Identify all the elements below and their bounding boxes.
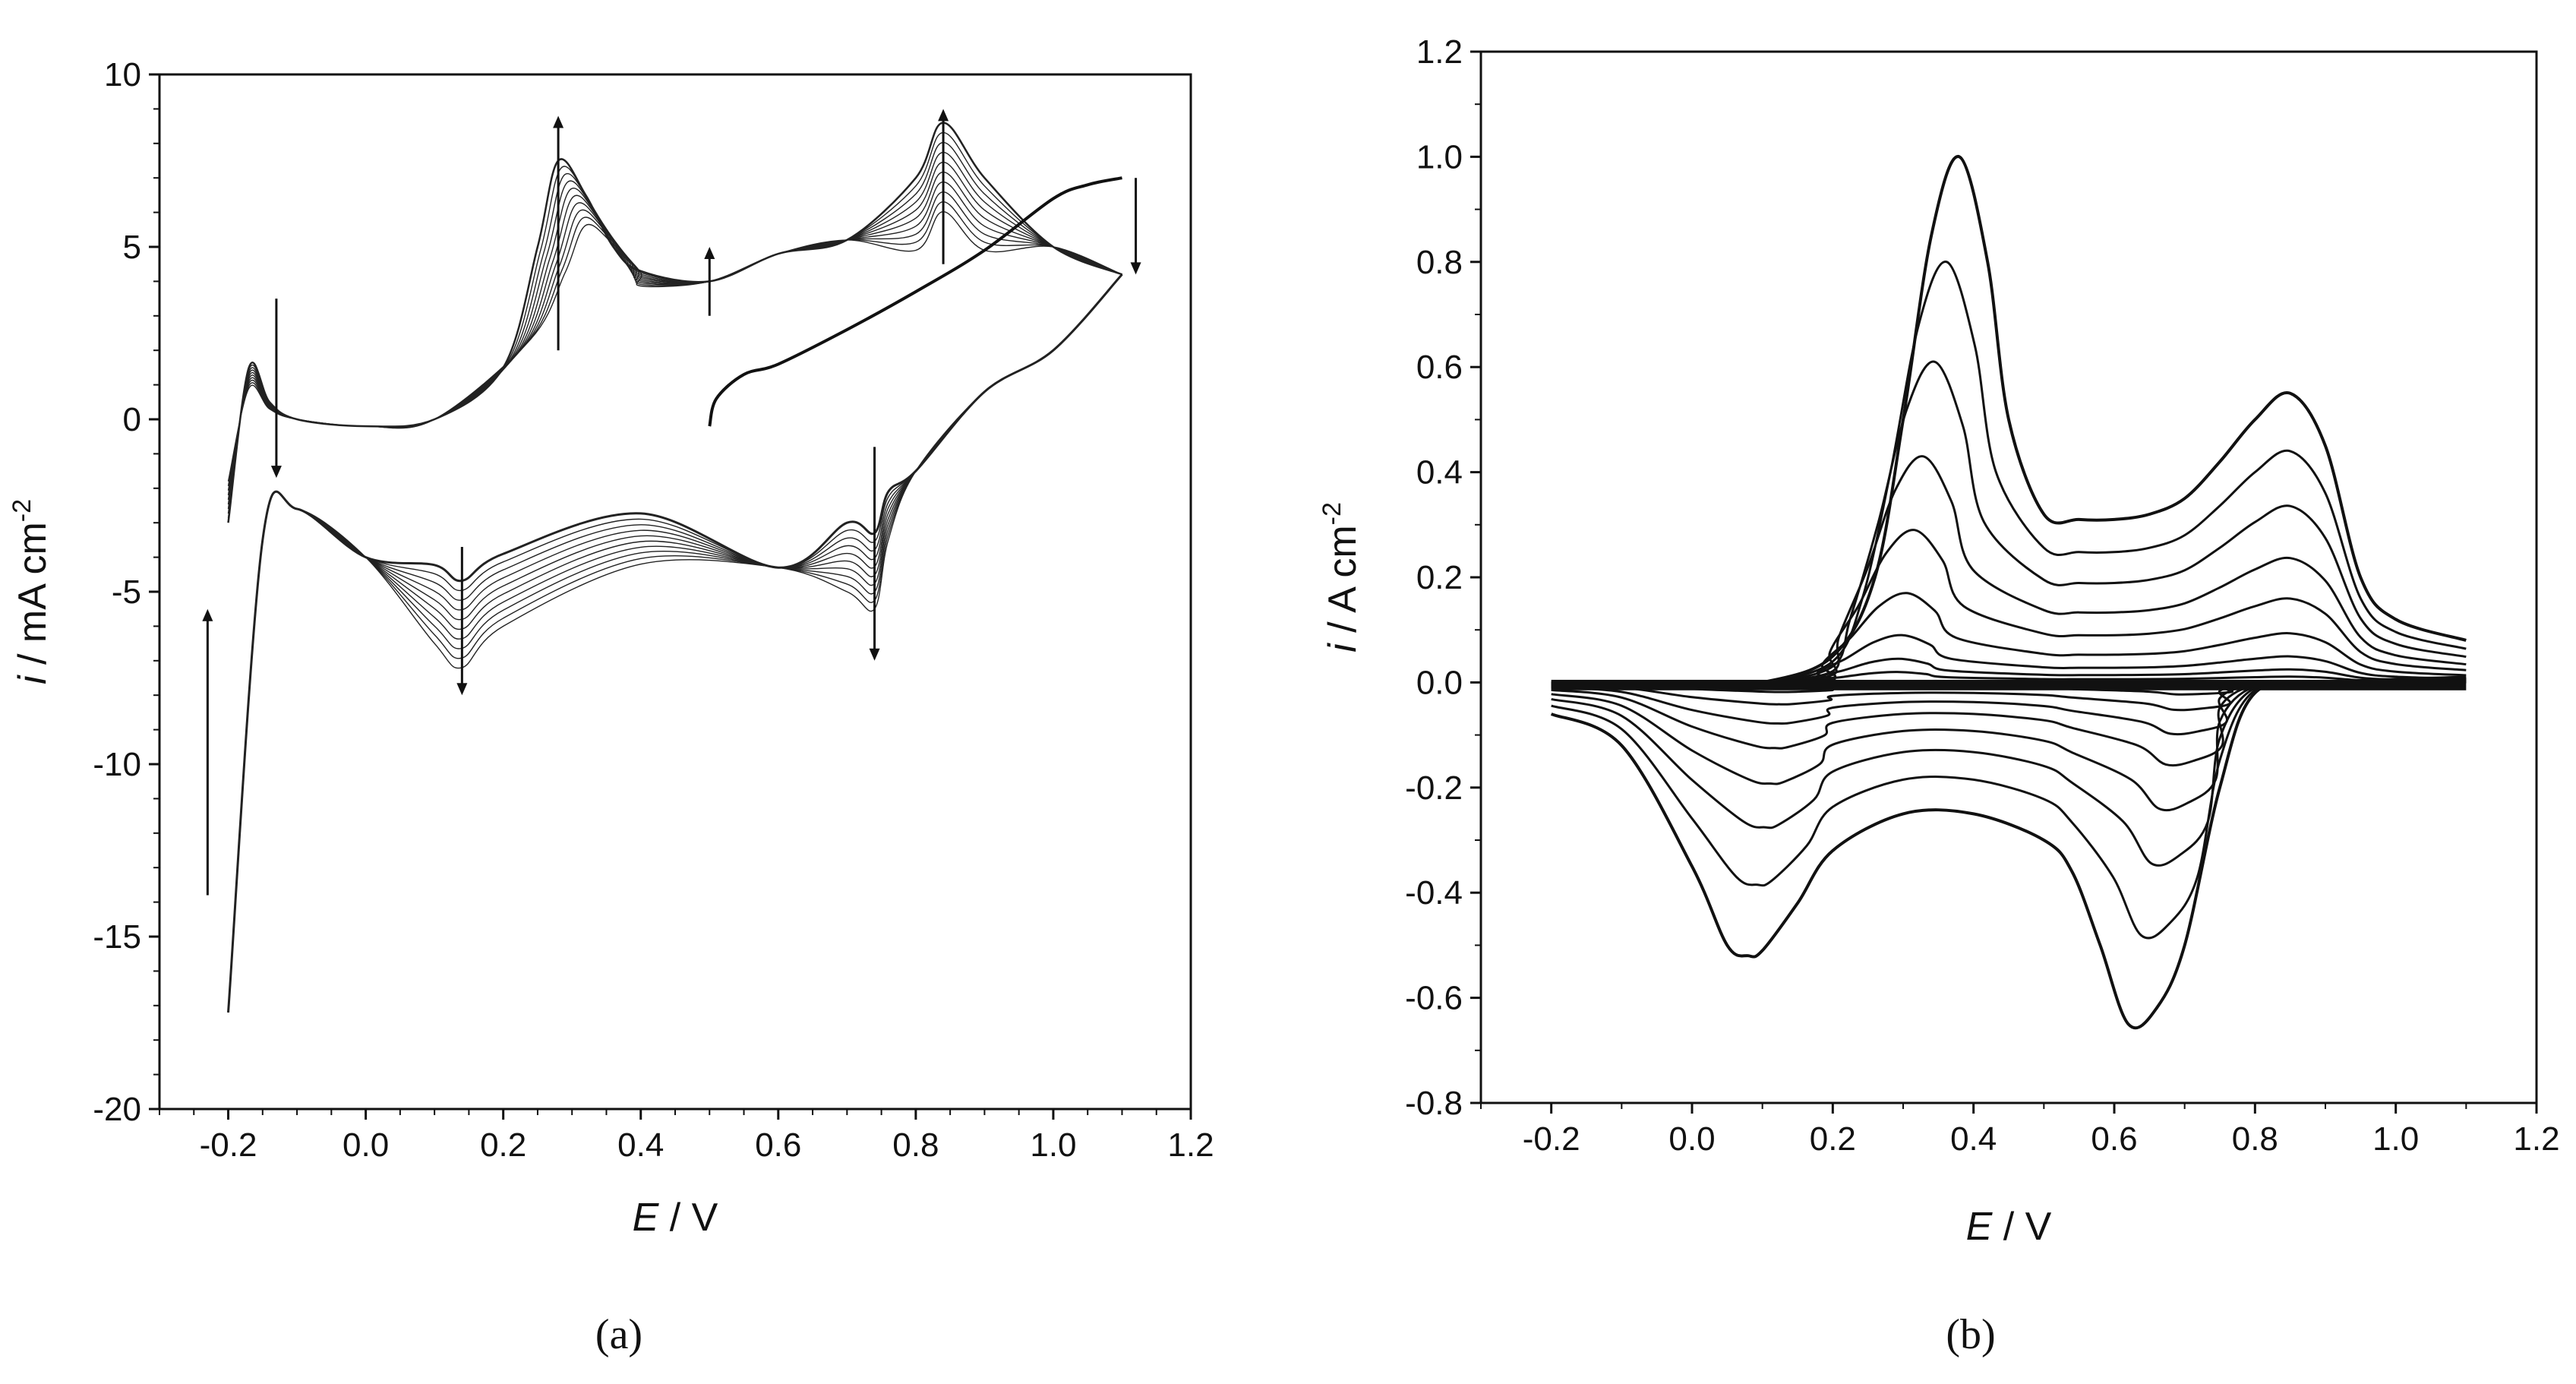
chart-0-y-tick-label: -20 [93, 1091, 141, 1128]
chart-0-anodic-cycle-line [227, 171, 1122, 501]
chart-0-cathodic-cycle-line [227, 273, 1123, 1013]
chart-b-y-axis-label: i / A cm-2 [1318, 502, 1365, 653]
chart-0-trend-arrow-head [270, 466, 282, 479]
chart-1-x-tick-label: 0.4 [1950, 1120, 1997, 1158]
chart-b-caption: (b) [1946, 1311, 1995, 1358]
chart-1-cathodic-scan-line [1551, 679, 2467, 812]
chart-1-baseline-band [1551, 679, 2467, 690]
chart-0-trend-arrow-head [869, 648, 880, 661]
chart-1-anodic-scan-line [1551, 592, 2467, 685]
chart-1-x-tick-label: 0.8 [2232, 1120, 2278, 1158]
chart-0-cathodic-cycle-line [227, 273, 1123, 1013]
chart-b: -0.2 0.0 0.2 0.4 0.6 0.8 1.0 1.2 -0.8 -0.6 -0.4 -0.… [1318, 33, 2560, 1358]
chart-0-anodic-cycle-line [227, 201, 1122, 486]
chart-0-cathodic-cycle-line [227, 273, 1123, 1013]
chart-0-anodic-cycle-line [227, 122, 1122, 523]
chart-0-first-cycle-line [708, 176, 1122, 427]
chart-1-y-tick-label: 0.0 [1416, 664, 1463, 701]
chart-0-cathodic-cycle-line [227, 273, 1123, 1013]
chart-0-x-tick-label: 0.2 [480, 1126, 526, 1164]
chart-0-cathodic-cycle-line [227, 273, 1123, 1013]
chart-0-trend-arrow-head [938, 109, 949, 122]
chart-1-x-tick-label: 0.0 [1668, 1120, 1715, 1158]
chart-0-trend-arrow-head [704, 247, 715, 259]
chart-a-x-axis-label: E / V [633, 1196, 718, 1240]
chart-0-y-tick-label: -10 [93, 746, 141, 783]
chart-1-y-tick-label: -0.6 [1405, 980, 1463, 1017]
chart-0-y-tick-label: -15 [93, 918, 141, 956]
chart-a-plot-frame [158, 73, 1192, 1111]
chart-1-y-tick-label: 0.6 [1416, 349, 1463, 386]
chart-0-cathodic-cycle-line [227, 273, 1123, 1013]
chart-1-y-tick-label: 1.2 [1416, 33, 1463, 71]
chart-1-cathodic-scan-line [1551, 678, 2467, 867]
chart-0-trend-arrow-head [202, 608, 213, 621]
chart-1-y-tick-label: 0.8 [1416, 244, 1463, 281]
chart-0-x-tick-label: 1.0 [1030, 1126, 1076, 1164]
chart-1-cathodic-scan-line [1550, 675, 2467, 1030]
chart-0-cathodic-cycle-line [227, 273, 1123, 1013]
chart-0-x-tick-label: 0.4 [617, 1126, 664, 1164]
chart-0-anodic-cycle-line [227, 191, 1122, 491]
chart-0-trend-arrow-head [1130, 262, 1141, 275]
chart-1-cathodic-scan-line [1551, 677, 2467, 940]
chart-0-y-tick-label: 5 [123, 229, 141, 266]
chart-1-anodic-scan-line [1551, 634, 2467, 684]
chart-0-x-tick-label: 0.8 [892, 1126, 939, 1164]
chart-0-y-tick-label: 10 [104, 56, 141, 93]
chart-0-anodic-cycle-line [227, 161, 1122, 505]
chart-0-x-tick-label: 0.0 [343, 1126, 389, 1164]
chart-0-x-tick-label: -0.2 [200, 1126, 257, 1164]
chart-1-y-tick-label: -0.4 [1405, 874, 1463, 912]
chart-1-anodic-scan-line [1551, 529, 2467, 686]
chart-1-anodic-scan-line [1551, 360, 2467, 687]
chart-1-x-tick-label: 1.0 [2372, 1120, 2419, 1158]
chart-0-cathodic-cycle-line [227, 273, 1123, 1013]
chart-1-x-tick-label: 0.2 [1810, 1120, 1856, 1158]
chart-a-caption: (a) [595, 1311, 642, 1358]
chart-0-x-tick-label: 0.6 [755, 1126, 801, 1164]
chart-0-anodic-cycle-line [227, 210, 1122, 482]
chart-b-plot-frame [1479, 50, 2538, 1104]
chart-0-anodic-cycle-line [227, 141, 1122, 514]
chart-a-y-axis-label: i / mA cm-2 [8, 499, 55, 684]
chart-1-anodic-scan-line [1551, 261, 2467, 688]
chart-1-y-tick-label: 1.0 [1416, 138, 1463, 175]
chart-1-y-tick-label: -0.2 [1405, 769, 1463, 807]
chart-1-y-tick-label: -0.8 [1405, 1085, 1463, 1122]
chart-0-y-tick-label: 0 [123, 401, 141, 438]
chart-0-anodic-cycle-line [227, 131, 1122, 519]
chart-b-x-axis-label: E / V [1966, 1205, 2052, 1249]
chart-0-cathodic-cycle-line [227, 273, 1123, 1013]
chart-1-y-tick-label: 0.4 [1416, 454, 1463, 491]
chart-0-y-tick-label: -5 [112, 574, 141, 611]
chart-0-x-tick-label: 1.2 [1167, 1126, 1214, 1164]
chart-1-x-tick-label: 1.2 [2513, 1120, 2559, 1158]
chart-1-anodic-scan-line [1551, 155, 2467, 690]
chart-1-x-tick-label: -0.2 [1523, 1120, 1580, 1158]
chart-1-y-tick-label: 0.2 [1416, 559, 1463, 596]
chart-1-x-tick-label: 0.6 [2091, 1120, 2137, 1158]
chart-1-cathodic-scan-line [1551, 680, 2467, 736]
chart-1-cathodic-scan-line [1551, 680, 2467, 767]
chart-0-anodic-cycle-line [227, 181, 1122, 496]
chart-1-anodic-scan-line [1551, 455, 2467, 687]
chart-0-cathodic-cycle-line [227, 273, 1123, 1013]
chart-a: -0.2 0.0 0.2 0.4 0.6 0.8 1.0 1.2 -20 -15 -10 -5 0 5 10… [8, 56, 1214, 1358]
chart-0-trend-arrow-head [456, 683, 468, 696]
chart-0-anodic-cycle-line [227, 151, 1122, 510]
chart-0-trend-arrow-head [553, 115, 564, 128]
